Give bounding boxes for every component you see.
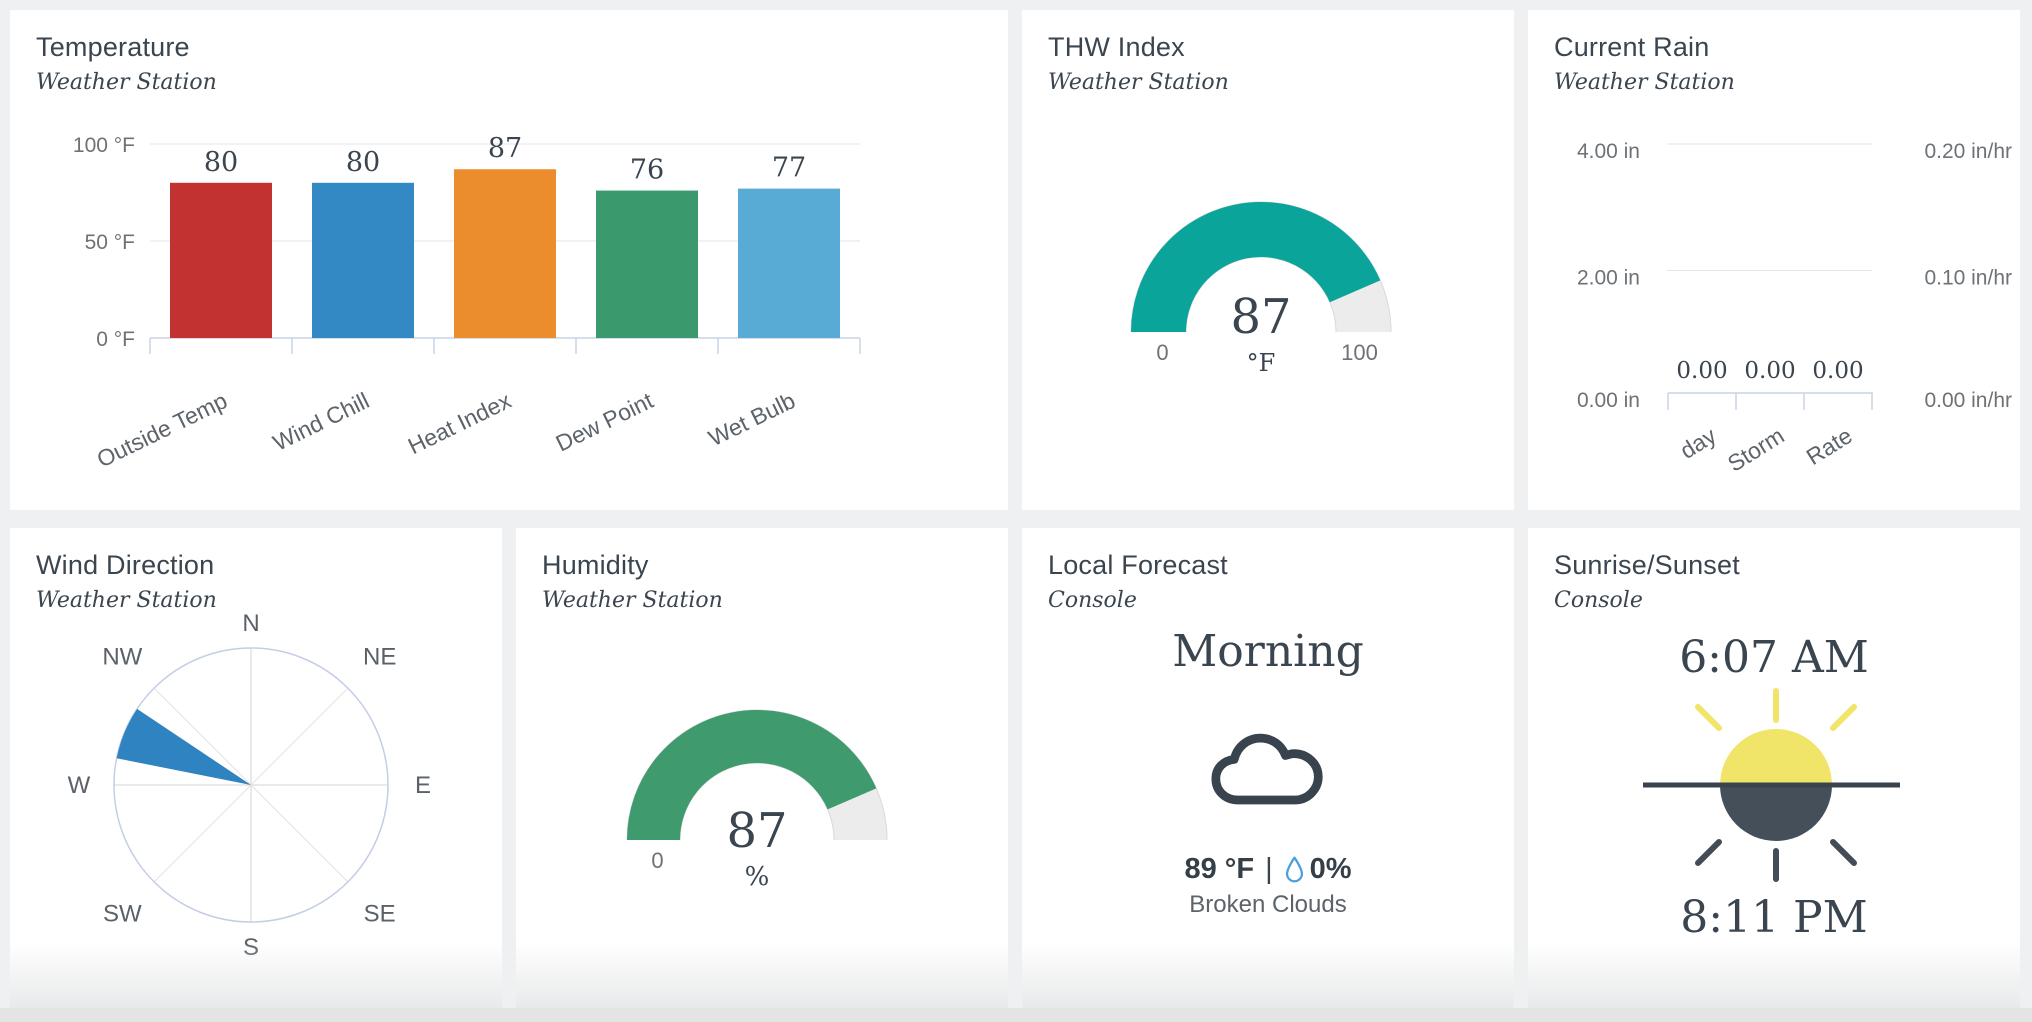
humidity-gauge-chart: 0 (516, 528, 1008, 1008)
sun-rays-top (1695, 688, 1857, 731)
forecast-precip-chance: 0% (1309, 853, 1352, 885)
sun-horizon-icon (1643, 688, 1900, 882)
svg-text:0.00: 0.00 (1676, 358, 1727, 384)
svg-text:76: 76 (630, 155, 664, 186)
humidity-gauge-unit: % (744, 862, 770, 892)
thw-gauge-chart: 0 100 (1022, 10, 1514, 510)
svg-text:77: 77 (772, 153, 806, 184)
panel-local-forecast: Local Forecast Console Morning 89 °F | 0… (1022, 528, 1514, 1008)
svg-text:0 °F: 0 °F (96, 328, 135, 351)
svg-text:Rate: Rate (1802, 422, 1857, 470)
cloud-icon (1211, 733, 1323, 805)
svg-text:NE: NE (363, 643, 396, 670)
svg-text:0.00: 0.00 (1812, 358, 1863, 384)
wind-sector-wnw (116, 708, 251, 785)
sun-rays-bottom (1695, 839, 1857, 882)
svg-text:Wind Chill: Wind Chill (269, 387, 373, 456)
sunrise-subtitle: Console (1554, 588, 1643, 613)
svg-text:80: 80 (346, 147, 380, 178)
forecast-temp-line: 89 °F | 0% (1022, 853, 1514, 886)
svg-text:0.00: 0.00 (1744, 358, 1795, 384)
svg-text:Outside Temp: Outside Temp (93, 387, 232, 472)
bottom-strip (0, 1008, 2032, 1022)
svg-text:W: W (68, 772, 91, 799)
svg-text:50 °F: 50 °F (85, 231, 135, 254)
bar-dew-point (596, 190, 698, 338)
rain-subtitle: Weather Station (1554, 70, 1735, 95)
svg-text:Dew Point: Dew Point (552, 387, 658, 457)
forecast-subtitle: Console (1048, 588, 1137, 613)
svg-text:0.00 in/hr: 0.00 in/hr (1924, 389, 2012, 412)
svg-text:NW: NW (102, 643, 142, 670)
svg-text:E: E (415, 772, 431, 799)
panel-sunrise-sunset: Sunrise/Sunset Console 6:07 AM 8:11 PM (1528, 528, 2020, 1008)
rain-bar-chart: 4.00 in 2.00 in 0.00 in 0.20 in/hr 0.10 in/h… (1528, 10, 2020, 510)
svg-text:SW: SW (103, 901, 142, 928)
svg-text:100: 100 (1341, 340, 1378, 365)
panel-thw-index: THW Index Weather Station 0 100 87 °F (1022, 10, 1514, 510)
svg-text:SE: SE (364, 901, 396, 928)
forecast-condition: Broken Clouds (1189, 891, 1347, 918)
svg-text:Wet Bulb: Wet Bulb (704, 387, 799, 451)
svg-text:0: 0 (1156, 340, 1168, 365)
bar-heat-index (454, 169, 556, 338)
bar-outside-temp (170, 182, 272, 338)
thw-subtitle: Weather Station (1048, 70, 1229, 95)
temperature-title: Temperature (36, 32, 190, 62)
forecast-separator: | (1265, 853, 1273, 885)
bar-wind-chill (312, 182, 414, 338)
svg-text:100 °F: 100 °F (73, 134, 135, 157)
humidity-subtitle: Weather Station (542, 588, 723, 613)
panel-humidity: Humidity Weather Station 0 87 % (516, 528, 1008, 1008)
thw-title: THW Index (1048, 32, 1185, 62)
svg-text:0.00 in: 0.00 in (1577, 389, 1640, 412)
humidity-gauge-value: 87 (726, 803, 788, 859)
svg-text:S: S (243, 934, 259, 961)
panel-wind-direction: Wind Direction Weather Station N NE E SE S SW… (10, 528, 502, 1008)
sun-top-half (1720, 729, 1832, 785)
sunrise-title: Sunrise/Sunset (1554, 550, 1740, 580)
temperature-subtitle: Weather Station (36, 70, 217, 95)
wind-rose-chart: N NE E SE S SW W NW (10, 528, 502, 1008)
bar-wet-bulb (738, 188, 840, 338)
thw-gauge-value: 87 (1230, 289, 1292, 345)
svg-text:87: 87 (488, 133, 522, 164)
svg-text:0.20 in/hr: 0.20 in/hr (1924, 140, 2012, 163)
forecast-temperature: 89 °F (1184, 853, 1255, 885)
wind-title: Wind Direction (36, 550, 215, 580)
sunset-time: 8:11 PM (1680, 892, 1868, 943)
svg-text:0: 0 (651, 848, 663, 873)
temperature-bar-chart: 0 °F 50 °F 100 °F 80 Outside Temp 80 Wind Chil… (10, 10, 1008, 510)
svg-text:4.00 in: 4.00 in (1577, 140, 1640, 163)
sunrise-time: 6:07 AM (1679, 632, 1869, 683)
humidity-title: Humidity (542, 550, 649, 580)
svg-text:N: N (242, 610, 259, 637)
svg-text:0.10 in/hr: 0.10 in/hr (1924, 267, 2012, 290)
panel-current-rain: Current Rain Weather Station 4.00 in 2.00… (1528, 10, 2020, 510)
forecast-title: Local Forecast (1048, 550, 1228, 580)
svg-text:Storm: Storm (1723, 422, 1789, 477)
forecast-period: Morning (1172, 626, 1364, 677)
rain-title: Current Rain (1554, 32, 1710, 62)
svg-text:day: day (1675, 422, 1721, 464)
panel-temperature: Temperature Weather Station 0 °F 50 °F 100… (10, 10, 1008, 510)
wind-subtitle: Weather Station (36, 588, 217, 613)
raindrop-icon (1285, 856, 1303, 883)
sun-bottom-half (1720, 785, 1832, 841)
svg-text:2.00 in: 2.00 in (1577, 267, 1640, 290)
svg-text:80: 80 (204, 147, 238, 178)
svg-text:Heat Index: Heat Index (404, 387, 516, 459)
thw-gauge-unit: °F (1246, 349, 1276, 377)
